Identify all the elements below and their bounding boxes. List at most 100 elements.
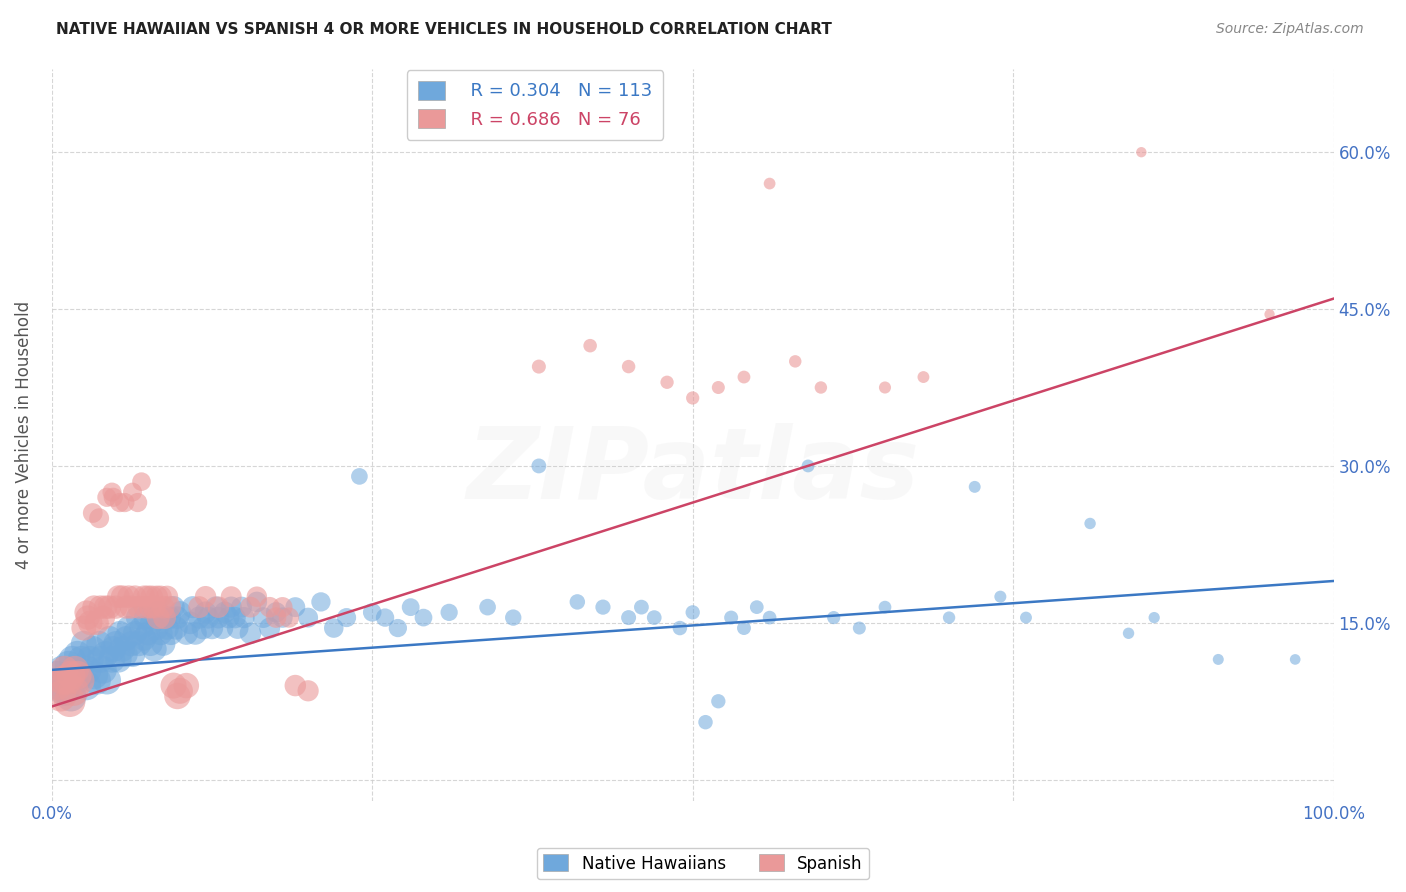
Y-axis label: 4 or more Vehicles in Household: 4 or more Vehicles in Household bbox=[15, 301, 32, 568]
Point bbox=[56, 673, 79, 688]
Point bbox=[284, 600, 307, 615]
Point bbox=[785, 354, 807, 368]
Point bbox=[271, 610, 294, 624]
Point bbox=[643, 610, 665, 624]
Point bbox=[758, 610, 780, 624]
Point bbox=[121, 485, 143, 500]
Point bbox=[146, 606, 169, 620]
Text: ZIPatlas: ZIPatlas bbox=[467, 423, 920, 520]
Point bbox=[101, 652, 124, 666]
Point bbox=[160, 626, 183, 640]
Point bbox=[89, 652, 111, 666]
Point bbox=[259, 600, 281, 615]
Point bbox=[45, 679, 67, 693]
Point bbox=[207, 600, 229, 615]
Point bbox=[48, 679, 70, 693]
Point bbox=[205, 600, 228, 615]
Point bbox=[162, 679, 184, 693]
Point bbox=[630, 600, 652, 615]
Point bbox=[758, 177, 780, 191]
Point bbox=[146, 590, 169, 604]
Point bbox=[118, 621, 141, 635]
Point bbox=[146, 621, 169, 635]
Point bbox=[124, 626, 146, 640]
Point bbox=[218, 610, 240, 624]
Point bbox=[963, 480, 986, 494]
Point bbox=[233, 610, 256, 624]
Point bbox=[361, 606, 384, 620]
Point bbox=[349, 469, 371, 483]
Point bbox=[65, 673, 87, 688]
Point bbox=[53, 683, 76, 698]
Point bbox=[86, 615, 108, 630]
Point bbox=[70, 652, 93, 666]
Point bbox=[156, 590, 179, 604]
Point bbox=[63, 663, 86, 677]
Point bbox=[62, 683, 84, 698]
Point bbox=[101, 485, 124, 500]
Point bbox=[179, 615, 201, 630]
Point bbox=[252, 610, 274, 624]
Point bbox=[56, 673, 79, 688]
Point bbox=[83, 600, 105, 615]
Point bbox=[153, 610, 176, 624]
Point bbox=[120, 600, 142, 615]
Point bbox=[143, 600, 166, 615]
Text: Source: ZipAtlas.com: Source: ZipAtlas.com bbox=[1216, 22, 1364, 37]
Point bbox=[111, 590, 134, 604]
Point bbox=[188, 600, 211, 615]
Point bbox=[284, 679, 307, 693]
Point bbox=[115, 600, 138, 615]
Point bbox=[797, 458, 820, 473]
Point bbox=[69, 668, 91, 682]
Point bbox=[246, 590, 269, 604]
Point bbox=[1118, 626, 1140, 640]
Point bbox=[194, 590, 217, 604]
Point bbox=[191, 621, 214, 635]
Point bbox=[69, 673, 91, 688]
Point bbox=[259, 621, 281, 635]
Point bbox=[207, 610, 229, 624]
Point bbox=[136, 626, 159, 640]
Point bbox=[733, 621, 755, 635]
Point bbox=[82, 506, 104, 520]
Point bbox=[83, 668, 105, 682]
Point bbox=[124, 590, 146, 604]
Point bbox=[1143, 610, 1166, 624]
Point bbox=[86, 673, 108, 688]
Point bbox=[399, 600, 422, 615]
Point bbox=[96, 673, 118, 688]
Point bbox=[91, 663, 114, 677]
Point bbox=[567, 595, 589, 609]
Point bbox=[79, 652, 101, 666]
Point bbox=[239, 626, 262, 640]
Point bbox=[169, 683, 191, 698]
Point bbox=[412, 610, 434, 624]
Point bbox=[104, 637, 127, 651]
Point bbox=[224, 610, 246, 624]
Point bbox=[149, 590, 172, 604]
Point bbox=[59, 689, 82, 703]
Point bbox=[73, 621, 96, 635]
Point bbox=[98, 600, 121, 615]
Point bbox=[988, 590, 1011, 604]
Point bbox=[1206, 652, 1229, 666]
Point bbox=[52, 673, 75, 688]
Point bbox=[226, 621, 249, 635]
Point bbox=[669, 621, 692, 635]
Point bbox=[733, 370, 755, 384]
Point bbox=[131, 475, 153, 489]
Point bbox=[169, 606, 191, 620]
Point bbox=[59, 668, 82, 682]
Point bbox=[63, 663, 86, 677]
Point bbox=[297, 683, 319, 698]
Point bbox=[437, 606, 460, 620]
Point bbox=[107, 652, 129, 666]
Point bbox=[617, 610, 640, 624]
Point bbox=[322, 621, 344, 635]
Point bbox=[707, 380, 730, 394]
Point bbox=[271, 600, 294, 615]
Point bbox=[103, 642, 125, 657]
Point bbox=[127, 610, 149, 624]
Point bbox=[132, 632, 155, 646]
